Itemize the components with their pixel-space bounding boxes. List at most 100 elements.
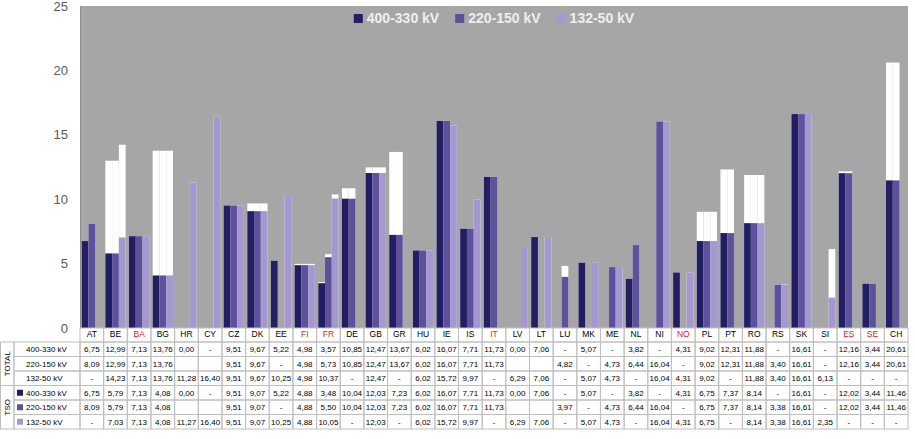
table-cell (506, 400, 530, 415)
table-value: - (611, 389, 614, 398)
table-cell (624, 386, 648, 401)
total-bar (308, 264, 315, 328)
table-header-cell (695, 328, 719, 342)
table-value: 7,23 (392, 403, 408, 412)
table-cell (269, 357, 293, 372)
total-bar (379, 167, 386, 328)
bar (247, 211, 254, 328)
table-row-header-cell (14, 371, 80, 386)
table-cell (742, 386, 766, 401)
table-cell (624, 400, 648, 415)
table-cell (411, 371, 435, 386)
bar (491, 177, 498, 328)
table-row-header-cell (14, 415, 80, 430)
y-tick-label: 20 (54, 63, 68, 78)
total-bar (349, 188, 356, 328)
table-header-cell (459, 328, 483, 342)
table-header-cell (648, 328, 672, 342)
table-cell (506, 415, 530, 430)
x-axis: ATBEBABGHRCYCZDKEEFIFRDEGBGRHUIEISITLVLT… (81, 328, 909, 339)
table-cell (411, 357, 435, 372)
total-bar (247, 203, 254, 328)
category-label: GB (370, 329, 383, 339)
table-value: 5,07 (581, 418, 597, 427)
table-value: 6,75 (699, 389, 715, 398)
table-header-cell (671, 328, 695, 342)
table-value: 13,76 (153, 360, 174, 369)
table-cell (246, 400, 270, 415)
table-row-label: 132-50 kV (26, 374, 63, 383)
table-group-label: TOTAL (3, 351, 12, 377)
table-cell (790, 357, 814, 372)
x-tick: LU (560, 328, 571, 339)
table-value: 8,14 (746, 389, 762, 398)
table-value: 3,97 (557, 403, 573, 412)
table-value: 6,29 (510, 418, 526, 427)
table-value: 9,67 (250, 345, 266, 354)
table-cell (459, 357, 483, 372)
table-value: - (398, 418, 401, 427)
table-value: 9,02 (699, 345, 715, 354)
bar (663, 121, 670, 328)
y-tick: 20 (54, 63, 80, 78)
table-cell (127, 357, 151, 372)
table-value: - (635, 374, 638, 383)
table-cell (293, 415, 317, 430)
total-bar (829, 249, 836, 328)
x-tick: HR (180, 328, 192, 339)
table-value: 11,73 (484, 389, 504, 398)
bar (112, 253, 119, 328)
table-cell (104, 386, 128, 401)
table-value: 10,25 (271, 374, 292, 383)
table-cell (553, 386, 577, 401)
table-cell (600, 415, 624, 430)
table-value: - (587, 360, 590, 369)
table-cell (884, 342, 908, 357)
total-bar (687, 272, 694, 328)
table-value: - (824, 360, 827, 369)
x-tick: HU (417, 328, 429, 339)
table-header-cell (127, 328, 151, 342)
table-value: 5,22 (273, 389, 289, 398)
table-cell (459, 415, 483, 430)
bar (379, 173, 386, 328)
bar (254, 211, 261, 328)
table-value: 7,13 (131, 389, 147, 398)
table-value: - (493, 418, 496, 427)
bar (237, 206, 244, 328)
table-cell (317, 342, 341, 357)
total-bar (443, 121, 450, 328)
total-bar (704, 212, 711, 328)
table-cell (459, 371, 483, 386)
total-bar (886, 63, 893, 328)
y-tick: 15 (54, 127, 80, 142)
table-value: 10,04 (342, 389, 363, 398)
category-label: DE (346, 329, 358, 339)
table-row-header-cell (14, 386, 80, 401)
table-cell (671, 386, 695, 401)
category-label: RO (748, 329, 761, 339)
table-value: 16,07 (437, 360, 458, 369)
table-cell (246, 371, 270, 386)
table-cell (364, 371, 388, 386)
table-value: 5,07 (581, 345, 597, 354)
table-value: 8,09 (84, 403, 100, 412)
table-cell (269, 415, 293, 430)
table-cell (246, 415, 270, 430)
table-value: 13,67 (389, 360, 410, 369)
table-value: 4,08 (155, 418, 171, 427)
table-cell (671, 400, 695, 415)
table-header-cell (411, 328, 435, 342)
bar (862, 284, 869, 328)
table-cell (364, 400, 388, 415)
legend-label: 220-150 kV (468, 10, 541, 26)
table-value: 8,14 (746, 403, 762, 412)
table-value: 9,51 (226, 374, 242, 383)
table-value: 12,47 (366, 345, 387, 354)
total-bar (869, 284, 876, 328)
total-bar (153, 151, 160, 328)
bar (791, 114, 798, 328)
total-bar (491, 177, 498, 328)
table-header-cell (317, 328, 341, 342)
table-value: 2,35 (817, 418, 833, 427)
